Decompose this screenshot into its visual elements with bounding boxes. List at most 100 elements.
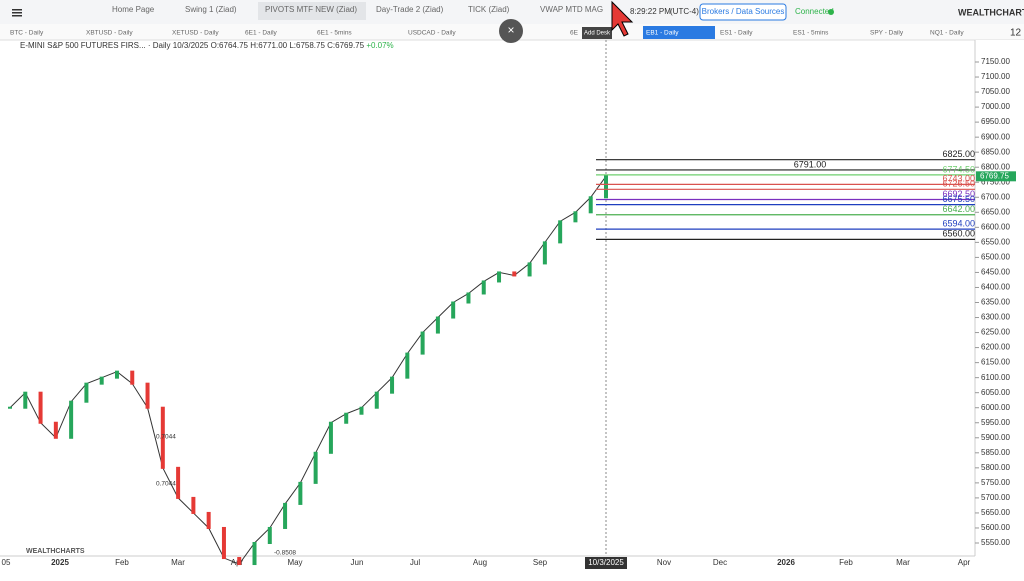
candle <box>390 376 395 394</box>
price-tick-label: 6050.00 <box>981 388 1010 397</box>
tab[interactable]: Home Page <box>112 5 155 14</box>
candle <box>497 271 502 283</box>
tooltip: Add Desk <box>584 31 611 37</box>
candle <box>435 316 440 334</box>
candle <box>481 280 486 295</box>
date-label: Nov <box>657 558 671 567</box>
candle <box>374 391 379 409</box>
candle <box>206 511 211 529</box>
date-label: Aug <box>473 558 487 567</box>
date-label: May <box>287 558 302 567</box>
date-label: 2026 <box>777 558 795 567</box>
candle <box>313 451 318 484</box>
price-tick-label: 5750.00 <box>981 478 1010 487</box>
price-tick-label: 6400.00 <box>981 283 1010 292</box>
symbol-tab[interactable]: USDCAD - Daily <box>408 30 456 37</box>
tab[interactable]: Day-Trade 2 (Ziad) <box>376 5 444 14</box>
chart-header: E-MINI S&P 500 FUTURES FIRS... · Daily 1… <box>20 41 394 50</box>
price-tick-label: 6500.00 <box>981 253 1010 262</box>
price-tick-label: 6700.00 <box>981 192 1010 201</box>
date-label: Jul <box>410 558 420 567</box>
tab[interactable]: Swing 1 (Ziad) <box>185 5 237 14</box>
candle <box>604 175 608 199</box>
candle <box>130 370 135 385</box>
cursor <box>611 0 634 37</box>
symbol-tab[interactable]: SPY - Daily <box>870 30 904 37</box>
price-tick-label: 6550.00 <box>981 237 1010 246</box>
candle <box>84 382 89 403</box>
last-price-tag <box>976 171 1016 182</box>
price-tick-label: 5600.00 <box>981 523 1010 532</box>
symbol-tab[interactable]: ES1 - Daily <box>720 30 753 37</box>
date-label: Feb <box>115 558 129 567</box>
symbol-tab[interactable]: 6E <box>570 30 579 37</box>
candle <box>420 331 425 355</box>
price-axis <box>975 40 1024 556</box>
candle <box>191 496 196 514</box>
price-tick-label: 6150.00 <box>981 358 1010 367</box>
menu-icon[interactable] <box>12 9 22 17</box>
level-label: 6594.00 <box>942 219 975 229</box>
zoom: 12 <box>1010 28 1022 39</box>
brand: WEALTHCHARTS <box>958 7 1024 17</box>
price-tick-label: 6600.00 <box>981 222 1010 231</box>
candle <box>298 481 303 505</box>
price-tick-label: 7000.00 <box>981 102 1010 111</box>
candle <box>558 220 563 244</box>
date-highlight <box>585 557 627 569</box>
date-label: Mar <box>896 558 910 567</box>
level-label: 6560.00 <box>942 229 975 239</box>
candle <box>542 241 547 265</box>
date-label: 2025 <box>51 558 69 567</box>
date-label: Mar <box>171 558 185 567</box>
candle <box>252 542 257 566</box>
watermark: WEALTHCHARTS <box>26 548 85 555</box>
candle <box>8 406 12 409</box>
candle <box>527 262 532 277</box>
tab[interactable]: TICK (Ziad) <box>468 5 510 14</box>
price-tick-label: 5700.00 <box>981 493 1010 502</box>
price-tick-label: 6450.00 <box>981 268 1010 277</box>
price-tick-label: 7050.00 <box>981 87 1010 96</box>
candle <box>160 406 165 469</box>
brokers-label: Brokers / Data Sources <box>702 7 785 16</box>
annotation: -0.8508 <box>274 550 296 557</box>
price-tick-label: 5950.00 <box>981 418 1010 427</box>
level-label: 6675.50 <box>942 194 975 204</box>
brokers-button[interactable] <box>699 3 787 21</box>
price-tick-label: 6650.00 <box>981 207 1010 216</box>
symbol-tab[interactable]: XETUSD - Daily <box>172 30 219 37</box>
price-tick-label: 6950.00 <box>981 117 1010 126</box>
date-label: 10/3/2025 <box>588 558 624 567</box>
symbol-tab[interactable]: 6E1 - 5mins <box>317 30 352 37</box>
price-tick-label: 6850.00 <box>981 147 1010 156</box>
price-tick-label: 7150.00 <box>981 57 1010 66</box>
price-tick-label: 5650.00 <box>981 508 1010 517</box>
candle <box>38 391 43 424</box>
candle <box>405 352 410 379</box>
tab[interactable]: PIVOTS MTF NEW (Ziad) <box>265 5 357 14</box>
candle <box>145 382 150 409</box>
symbol-tab[interactable]: XBTUSD - Daily <box>86 30 133 37</box>
symbol-tab[interactable]: BTC - Daily <box>10 30 44 37</box>
candle <box>344 412 349 424</box>
price-tick-label: 6800.00 <box>981 162 1010 171</box>
tab[interactable]: VWAP MTD MAG <box>540 5 603 14</box>
price-tick-label: 6750.00 <box>981 177 1010 186</box>
candle <box>267 526 272 544</box>
price-tick-label: 5550.00 <box>981 538 1010 547</box>
symbol-tab[interactable]: EB1 - Daily <box>646 30 679 37</box>
candle <box>573 211 578 223</box>
annotation: 0.7044 <box>156 434 176 441</box>
close-button[interactable] <box>499 19 523 43</box>
candle <box>176 466 181 499</box>
date-label: 05 <box>2 558 11 567</box>
date-label: Feb <box>839 558 853 567</box>
candle <box>69 400 74 439</box>
symbol-tab[interactable]: NQ1 - Daily <box>930 30 964 37</box>
level-label: 6743.00 <box>942 174 975 184</box>
date-label: Apr <box>231 558 244 567</box>
price-tick-label: 6200.00 <box>981 343 1010 352</box>
symbol-tab[interactable]: ES1 - 5mins <box>793 30 829 37</box>
symbol-tab[interactable]: 6E1 - Daily <box>245 30 278 37</box>
